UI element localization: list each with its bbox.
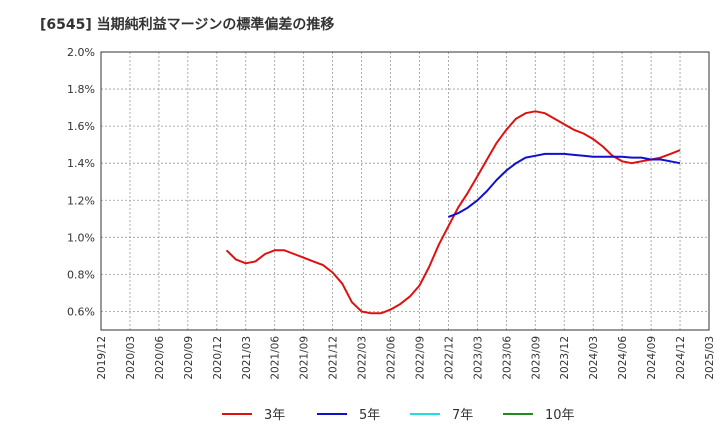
series-line-0 [225,110,681,315]
x-tick-label: 2022/12 [443,336,455,380]
y-tick-label: 1.6% [67,120,95,133]
y-axis-ticks: 0.6% 0.8% 1.0% 1.2% 1.4% 1.6% 1.8% 2.0% [67,46,95,318]
x-tick-label: 2019/12 [96,336,108,380]
plot-background [101,52,709,330]
chart-title: [6545] 当期純利益マージンの標準偏差の推移 [40,17,335,33]
x-tick-label: 2025/03 [704,336,716,380]
x-tick-label: 2021/03 [241,336,253,380]
x-tick-label: 2023/03 [472,336,484,380]
x-tick-label: 2022/03 [357,336,369,380]
x-tick-label: 2021/12 [328,336,340,380]
x-tick-label: 2020/12 [212,336,224,380]
legend-label-3: 10年 [545,408,575,423]
y-tick-label: 2.0% [67,46,95,59]
x-tick-label: 2024/12 [675,336,687,380]
x-tick-label: 2020/03 [125,336,137,380]
x-tick-label: 2022/09 [414,336,426,380]
legend-label-0: 3年 [264,408,285,423]
x-tick-label: 2022/06 [386,336,398,380]
x-tick-label: 2024/03 [588,336,600,380]
legend: 3年 5年 7年 10年 [222,408,575,423]
x-axis-ticks: 2019/12 2020/03 2020/06 2020/09 2020/12 2021/… [96,336,716,380]
x-tick-label: 2023/06 [501,336,513,380]
x-tick-label: 2023/12 [559,336,571,380]
legend-label-1: 5年 [359,408,380,423]
y-tick-label: 1.4% [67,157,95,170]
y-tick-label: 1.0% [67,231,95,244]
x-tick-label: 2023/09 [530,336,542,380]
y-tick-label: 0.6% [67,305,95,318]
x-tick-label: 2020/09 [183,336,195,380]
x-tick-label: 2020/06 [154,336,166,380]
y-tick-label: 1.2% [67,194,95,207]
series-layer [225,110,681,315]
plot-frame [100,51,710,331]
legend-label-2: 7年 [452,408,473,423]
x-tick-label: 2021/06 [270,336,282,380]
x-tick-label: 2024/09 [646,336,658,380]
x-tick-label: 2024/06 [617,336,629,380]
y-tick-label: 1.8% [67,83,95,96]
y-tick-label: 0.8% [67,268,95,281]
x-tick-label: 2021/09 [299,336,311,380]
series-line-1 [448,152,681,218]
